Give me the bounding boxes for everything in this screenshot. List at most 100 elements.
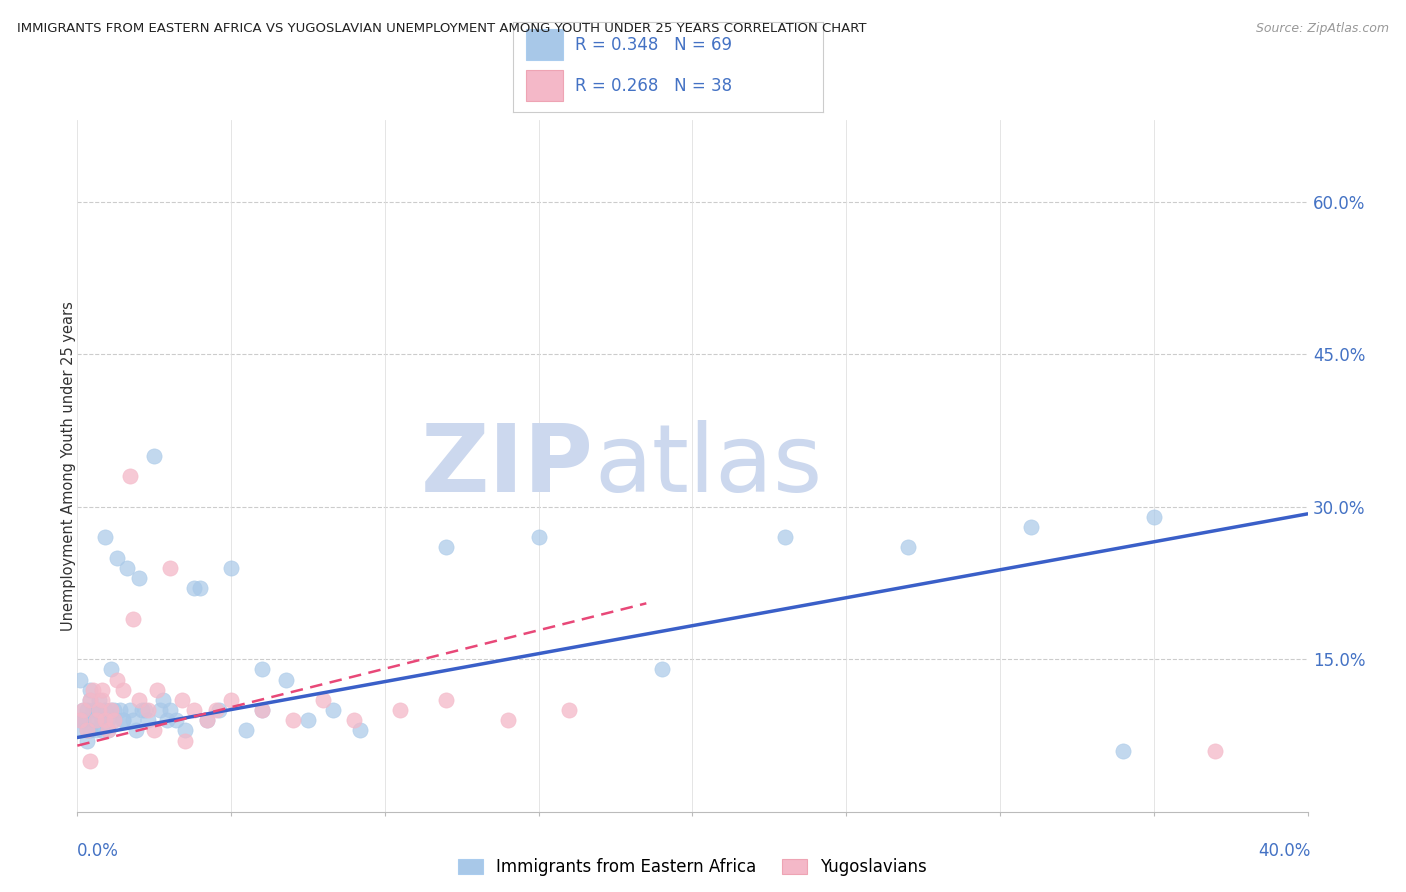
Point [112,682,135,697]
Point [103,713,125,727]
Point [76,703,98,717]
Point [121,611,143,625]
Point [84,723,107,738]
Point [105,673,128,687]
Point [1112,744,1135,758]
Point [76,733,98,747]
Point [389,703,412,717]
Point [174,733,197,747]
Point [72,703,94,717]
Point [84,713,107,727]
Point [219,693,242,707]
Point [76,723,98,738]
Point [195,713,218,727]
Point [100,703,122,717]
Point [170,693,193,707]
Text: R = 0.268   N = 38: R = 0.268 N = 38 [575,77,733,95]
Point [69,713,91,727]
Point [208,703,231,717]
Point [79,682,101,697]
Point [87,693,110,707]
Point [183,581,205,595]
Point [136,713,159,727]
Legend: Immigrants from Eastern Africa, Yugoslavians: Immigrants from Eastern Africa, Yugoslav… [451,852,934,883]
Point [72,713,94,727]
Point [100,662,122,676]
Point [204,703,226,717]
Point [112,713,135,727]
Bar [526,70,562,101]
Point [79,693,101,707]
Point [115,560,138,574]
Point [90,713,114,727]
Point [72,713,94,727]
Point [250,703,273,717]
Point [69,713,91,727]
Point [143,449,166,463]
Point [94,713,117,727]
Point [97,713,120,727]
Point [297,713,319,727]
Point [79,693,101,707]
Point [235,723,257,738]
Point [84,703,107,717]
Point [97,723,120,738]
Point [87,703,110,717]
Point [112,713,135,727]
Point [82,682,104,697]
Text: R = 0.348   N = 69: R = 0.348 N = 69 [575,37,733,54]
Text: IMMIGRANTS FROM EASTERN AFRICA VS YUGOSLAVIAN UNEMPLOYMENT AMONG YOUTH UNDER 25 : IMMIGRANTS FROM EASTERN AFRICA VS YUGOSL… [17,22,866,36]
Point [436,541,458,555]
Point [343,713,366,727]
Point [69,723,91,738]
Point [69,673,91,687]
Y-axis label: Unemployment Among Youth under 25 years: Unemployment Among Youth under 25 years [62,301,76,631]
Point [82,703,104,717]
Point [94,703,117,717]
Point [87,703,110,717]
Bar [526,29,562,60]
Point [100,703,122,717]
Point [165,713,187,727]
Point [121,713,143,727]
Point [773,530,796,544]
Point [159,560,181,574]
Point [84,713,107,727]
Point [527,530,550,544]
Point [183,703,205,717]
Point [118,469,141,483]
Point [195,713,218,727]
Point [174,723,197,738]
Point [90,693,114,707]
Point [118,703,141,717]
Point [97,723,120,738]
Point [103,713,125,727]
Point [105,550,128,565]
Text: atlas: atlas [595,420,823,512]
Text: 0.0%: 0.0% [77,842,120,860]
Point [128,693,150,707]
Text: Source: ZipAtlas.com: Source: ZipAtlas.com [1256,22,1389,36]
Point [90,682,114,697]
Point [349,723,371,738]
Point [651,662,673,676]
Point [90,723,114,738]
Point [250,662,273,676]
Point [188,581,212,595]
Point [136,703,159,717]
Point [143,723,166,738]
Point [496,713,519,727]
Point [149,703,172,717]
Point [82,713,104,727]
Point [79,723,101,738]
Text: 40.0%: 40.0% [1258,842,1310,860]
Point [322,703,344,717]
Point [219,560,242,574]
Point [558,703,581,717]
Point [79,754,101,768]
Point [155,713,177,727]
Point [276,673,298,687]
Point [76,723,98,738]
Point [131,703,153,717]
Point [1019,520,1042,534]
